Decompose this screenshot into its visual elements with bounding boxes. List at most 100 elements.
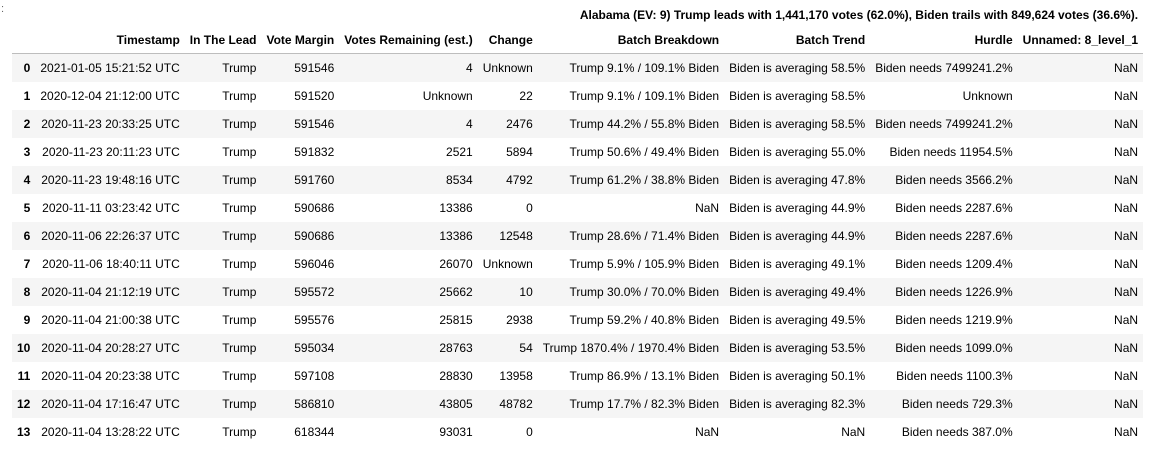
table-row: 5 2020-11-11 03:23:42 UTC Trump 590686 13386… (12, 193, 1144, 222)
table-cell: Trump (222, 424, 257, 439)
table-cell: NaN (1114, 368, 1139, 383)
table-cell: 93031 (439, 424, 473, 439)
table-cell: 0 (526, 424, 533, 439)
table-cell: Biden is averaging 58.5% (729, 116, 866, 131)
table-cell: Biden is averaging 58.5% (729, 60, 866, 75)
table-cell: Trump 9.1% / 109.1% Biden (569, 60, 720, 75)
table-cell: Biden is averaging 49.4% (729, 284, 866, 299)
table-cell: NaN (1114, 424, 1139, 439)
table-cell: Trump (222, 368, 257, 383)
table-cell: Biden is averaging 82.3% (729, 396, 866, 411)
table-cell: 5894 (506, 144, 533, 159)
table-cell: Biden needs 3566.2% (895, 172, 1013, 187)
table-cell: Trump 17.7% / 82.3% Biden (569, 396, 720, 411)
table-cell: 595572 (294, 284, 335, 299)
table-row: 1 2020-12-04 21:12:00 UTC Trump 591520 Unkno… (12, 81, 1144, 110)
table-cell: Biden needs 7499241.2% (875, 60, 1013, 75)
row-index: 11 (17, 368, 31, 383)
table-cell: Biden needs 729.3% (901, 396, 1013, 411)
table-cell: Unknown (962, 88, 1013, 103)
table-cell: 618344 (294, 424, 335, 439)
table-cell: NaN (695, 200, 720, 215)
table-row: 3 2020-11-23 20:11:23 UTC Trump 591832 2521 5… (12, 137, 1144, 166)
table-cell: 590686 (294, 228, 335, 243)
table-cell: 591760 (294, 172, 335, 187)
table-cell: NaN (1114, 312, 1139, 327)
row-index: 6 (23, 228, 31, 243)
table-row: 0 2021-01-05 15:21:52 UTC Trump 591546 4 Unkn… (12, 53, 1144, 82)
table-cell: Trump (222, 256, 257, 271)
table-cell: NaN (1114, 144, 1139, 159)
table-cell: 48782 (499, 396, 533, 411)
table-row: 10 2020-11-04 20:28:27 UTC Trump 595034 2876… (12, 333, 1144, 362)
table-cell: Biden needs 1219.9% (895, 312, 1013, 327)
table-cell: 2521 (446, 144, 473, 159)
table-cell: Trump (222, 228, 257, 243)
table-cell: 4 (466, 60, 473, 75)
table-cell: 2020-11-11 03:23:42 UTC (42, 200, 180, 215)
row-index: 13 (17, 424, 31, 439)
table-cell: 13958 (499, 368, 533, 383)
table-cell: 2020-12-04 21:12:00 UTC (40, 88, 180, 103)
table-row: 6 2020-11-06 22:26:37 UTC Trump 590686 13386… (12, 221, 1144, 250)
table-cell: Unknown (482, 256, 533, 271)
table-cell: Trump (222, 340, 257, 355)
table-cell: Trump 86.9% / 13.1% Biden (569, 368, 720, 383)
row-index: 0 (23, 60, 31, 75)
table-cell: Trump (222, 200, 257, 215)
table-cell: 595576 (294, 312, 335, 327)
table-cell: 4792 (506, 172, 533, 187)
table-cell: Biden needs 387.0% (901, 424, 1013, 439)
row-index: 9 (23, 312, 31, 327)
table-cell: 2020-11-04 21:12:19 UTC (41, 284, 180, 299)
table-cell: 28830 (439, 368, 473, 383)
table-row: 12 2020-11-04 17:16:47 UTC Trump 586810 4380… (12, 389, 1144, 418)
table-cell: NaN (1114, 340, 1139, 355)
table-cell: NaN (1114, 116, 1139, 131)
table-cell: Trump 50.6% / 49.4% Biden (569, 144, 720, 159)
table-cell: 22 (519, 88, 533, 103)
table-cell: Biden is averaging 47.8% (729, 172, 866, 187)
table-cell: Biden needs 1099.0% (895, 340, 1013, 355)
table-cell: 54 (519, 340, 533, 355)
table-cell: NaN (1114, 172, 1139, 187)
column-header-row: Timestamp In The Lead Vote Margin Votes Rem… (12, 27, 1144, 54)
index-header (12, 27, 36, 54)
table-cell: Trump 5.9% / 105.9% Biden (569, 256, 720, 271)
table-cell: Trump 61.2% / 38.8% Biden (569, 172, 720, 187)
table-cell: Biden is averaging 55.0% (729, 144, 866, 159)
row-index: 1 (23, 88, 31, 103)
table-cell: 10 (519, 284, 533, 299)
table-cell: Biden needs 2287.6% (895, 228, 1013, 243)
table-cell: Trump (222, 312, 257, 327)
column-header: Change (477, 27, 538, 54)
caption-row: Alabama (EV: 9) Trump leads with 1,441,1… (12, 2, 1143, 27)
caption-spacer (12, 2, 538, 27)
table-cell: 13386 (439, 228, 473, 243)
row-index: 5 (23, 200, 31, 215)
table-cell: 590686 (294, 200, 335, 215)
table-cell: 2020-11-06 22:26:37 UTC (41, 228, 180, 243)
table-row: 7 2020-11-06 18:40:11 UTC Trump 596046 26070… (12, 249, 1144, 278)
row-index: 3 (23, 144, 31, 159)
table-cell: Trump (222, 284, 257, 299)
table-cell: 591546 (294, 116, 335, 131)
table-cell: Biden is averaging 44.9% (729, 228, 866, 243)
table-cell: 8534 (446, 172, 473, 187)
table-cell: 2938 (506, 312, 533, 327)
table-cell: NaN (1114, 256, 1139, 271)
table-cell: 2476 (506, 116, 533, 131)
table-cell: NaN (841, 424, 866, 439)
table-cell: 2020-11-04 17:16:47 UTC (41, 396, 180, 411)
table-cell: Biden needs 11954.5% (889, 144, 1013, 159)
table-cell: NaN (1114, 228, 1139, 243)
table-cell: NaN (695, 424, 720, 439)
table-cell: 25815 (439, 312, 473, 327)
row-index: 2 (23, 116, 31, 131)
table-cell: Trump (222, 88, 257, 103)
table-cell: 26070 (439, 256, 473, 271)
column-header: Batch Trend (724, 27, 871, 54)
table-cell: 12548 (499, 228, 533, 243)
table-row: 13 2020-11-04 13:28:22 UTC Trump 618344 9303… (12, 417, 1144, 446)
table-cell: 2020-11-04 13:28:22 UTC (41, 424, 180, 439)
